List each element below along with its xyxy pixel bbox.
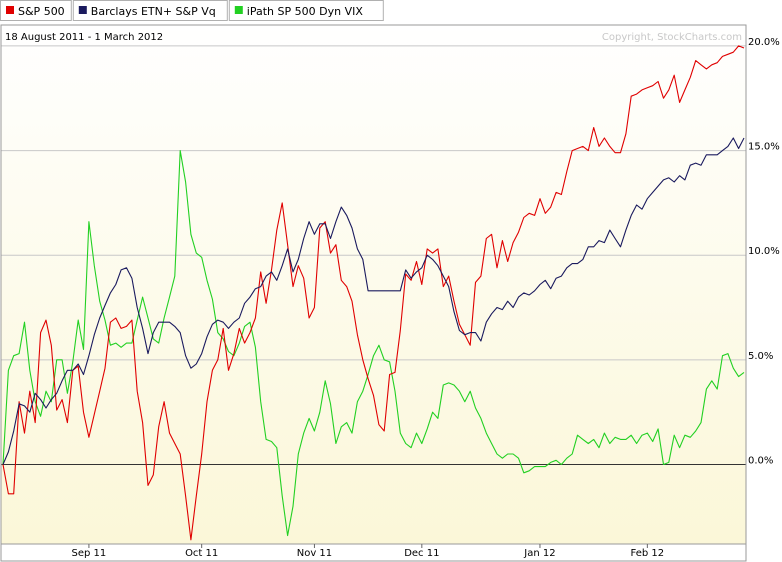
x-tick-label: Nov 11 (297, 548, 332, 559)
x-tick-label: Dec 11 (404, 548, 439, 559)
legend: S&P 500 Barclays ETN+ S&P Vq iPath SP 500 … (0, 0, 782, 22)
legend-label: S&P 500 (18, 5, 65, 18)
x-axis: Sep 11 Oct 11 Nov 11 Dec 11 Jan 12 Feb 12 (72, 544, 665, 559)
legend-label: Barclays ETN+ S&P Vq (91, 5, 216, 18)
x-axis-band (0, 543, 747, 562)
copyright-label: Copyright, StockCharts.com (602, 32, 742, 43)
x-tick-label: Oct 11 (185, 548, 218, 559)
y-tick-label: 20.0% (748, 37, 780, 48)
y-axis: 0.0% 5.0% 10.0% 15.0% 20.0% (748, 37, 780, 467)
legend-item (0, 0, 72, 21)
grid-layer (1, 45, 746, 465)
date-range-label: 18 August 2011 - 1 March 2012 (5, 32, 163, 43)
legend-swatch (78, 6, 87, 14)
series-layer (2, 45, 745, 541)
y-tick-label: 15.0% (748, 142, 780, 153)
series-line-2 (2, 150, 745, 537)
x-tick-label: Feb 12 (631, 548, 665, 559)
x-tick-label: Jan 12 (523, 548, 555, 559)
y-tick-label: 0.0% (748, 455, 773, 466)
plot-background (1, 25, 746, 544)
series-line-0 (2, 45, 745, 541)
legend-swatch (234, 6, 243, 14)
legend-label: iPath SP 500 Dyn VIX (247, 5, 364, 18)
y-tick-label: 10.0% (748, 246, 780, 257)
x-tick-label: Sep 11 (72, 548, 107, 559)
series-line-1 (2, 137, 745, 465)
legend-item (228, 0, 384, 21)
y-tick-label: 5.0% (748, 351, 773, 362)
legend-swatch (6, 6, 14, 14)
legend-item (72, 0, 228, 21)
